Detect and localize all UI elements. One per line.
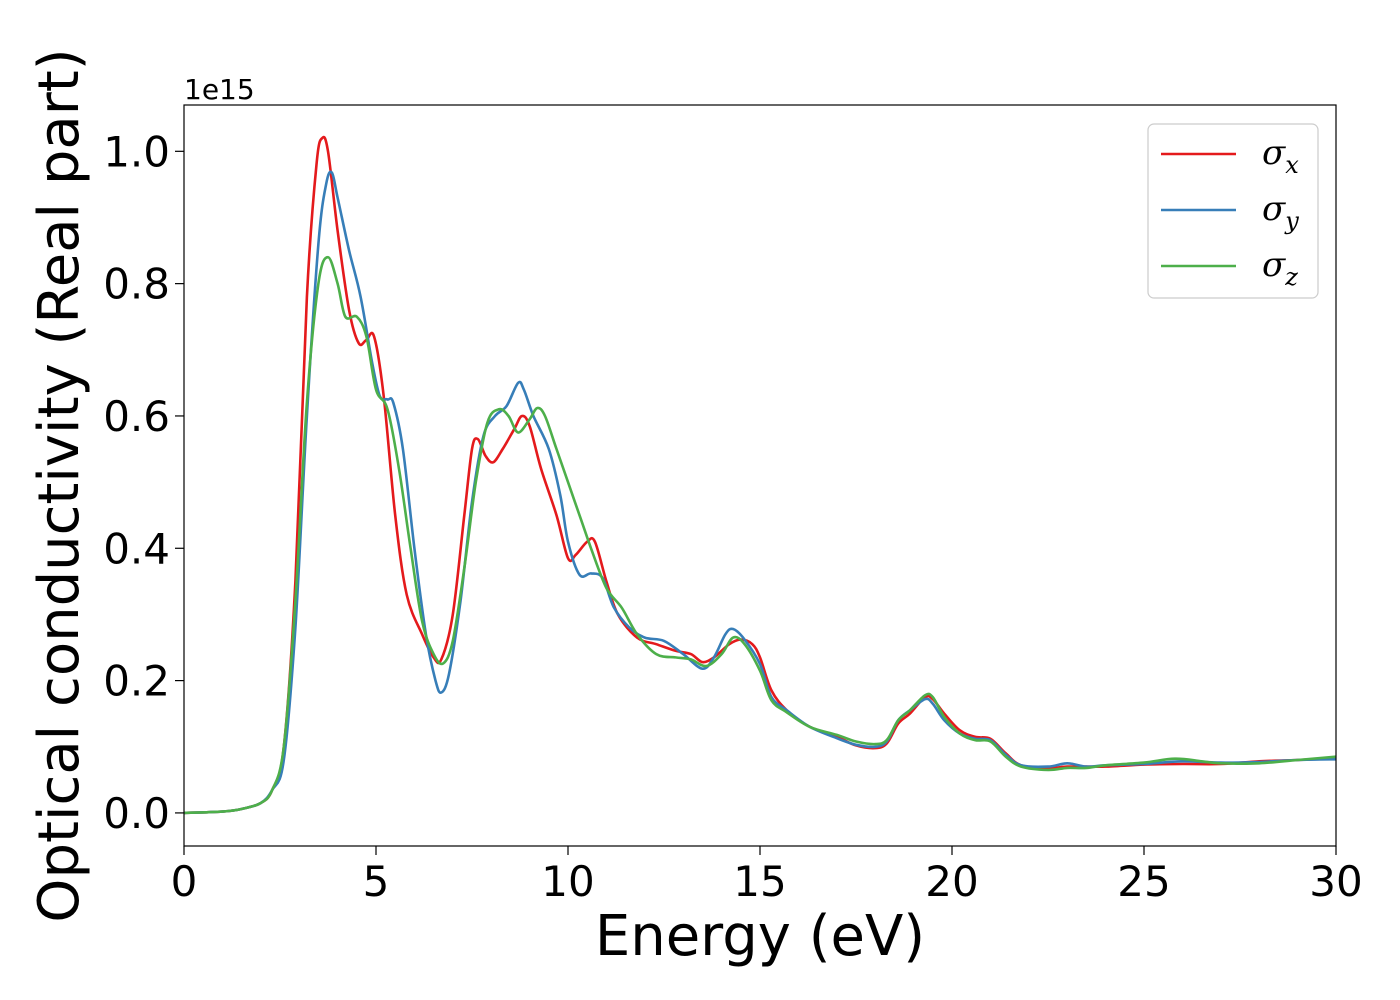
series-line-z	[184, 255, 1336, 815]
x-tick-label: 0	[171, 857, 198, 906]
legend: σx σy σz	[1147, 123, 1319, 299]
y-tick-label: 0.0	[103, 789, 170, 838]
x-tick-label: 10	[541, 857, 594, 906]
series-layer	[184, 135, 1336, 815]
y-offset-label: 1e15	[184, 73, 255, 106]
x-tick-label: 5	[363, 857, 390, 906]
y-axis-label: Optical conductivity (Real part)	[27, 48, 92, 922]
legend-label-x: σx	[1262, 133, 1299, 179]
x-axis-label: Energy (eV)	[595, 904, 925, 969]
y-tick-label: 1.0	[103, 127, 170, 176]
y-axis-ticks: 0.0 0.2 0.4 0.6 0.8 1.0	[103, 127, 184, 838]
legend-label-z: σz	[1262, 245, 1298, 291]
x-tick-label: 20	[925, 857, 978, 906]
legend-label-y: σy	[1262, 189, 1299, 235]
series-line-x	[184, 135, 1336, 815]
y-tick-label: 0.4	[103, 524, 170, 573]
x-tick-label: 25	[1117, 857, 1170, 906]
x-axis-ticks: 0 5 10 15 20 25 30	[171, 846, 1363, 906]
y-tick-label: 0.2	[103, 657, 170, 706]
y-tick-label: 0.6	[103, 392, 170, 441]
y-tick-label: 0.8	[103, 260, 170, 309]
x-tick-label: 30	[1309, 857, 1362, 906]
x-tick-label: 15	[733, 857, 786, 906]
